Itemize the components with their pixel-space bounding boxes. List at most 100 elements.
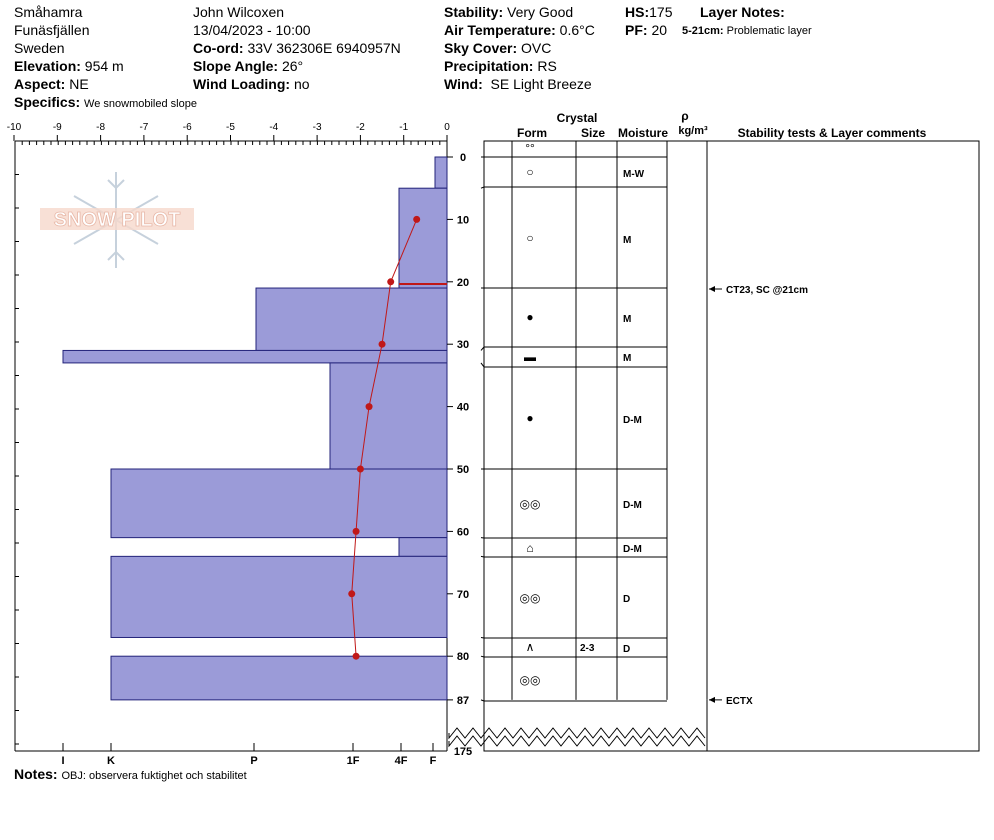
wind-field: Wind: SE Light Breeze <box>444 75 592 93</box>
header-crystal: Crystal <box>557 111 598 125</box>
notes-value: OBJ: observera fuktighet och stabilitet <box>61 770 247 782</box>
hardness-tick-label: 1F <box>347 755 360 767</box>
elevation-value: 954 m <box>84 58 124 74</box>
layer-notes-title: Layer Notes: <box>700 4 785 20</box>
location-name: Småhamra <box>14 4 83 20</box>
stability-test-label: CT23, SC @21cm <box>726 285 808 296</box>
moisture-label: M <box>623 235 631 246</box>
depth-tick-label: 70 <box>457 589 469 601</box>
observation-datetime: 13/04/2023 - 10:00 <box>193 22 311 38</box>
sky-field: Sky Cover: OVC <box>444 39 551 57</box>
aspect-value: NE <box>69 76 89 92</box>
layer-connector <box>480 362 485 368</box>
air-temp-field: Air Temperature: 0.6°C <box>444 21 595 39</box>
precip-value: RS <box>537 58 557 74</box>
grain-form-symbol: ∧ <box>526 640 535 654</box>
grain-form-symbol: ○ <box>526 165 533 179</box>
sky-value: OVC <box>521 40 552 56</box>
stability-label: Stability: <box>444 4 504 20</box>
layer-note: 5-21cm: Problematic layer <box>682 22 812 40</box>
slope-value: 26° <box>281 58 304 74</box>
temp-tick-label: -5 <box>226 122 235 133</box>
temp-tick-label: -9 <box>53 122 62 133</box>
temp-tick-label: -10 <box>7 122 22 133</box>
depth-tick-label: 40 <box>457 402 469 414</box>
temperature-profile-line <box>351 219 418 657</box>
precip-field: Precipitation: RS <box>444 57 557 75</box>
stability-field: Stability: Very Good <box>444 3 573 21</box>
temp-tick-label: -1 <box>399 122 408 133</box>
region-name: Funäsfjällen <box>14 22 90 38</box>
temperature-point <box>378 340 386 348</box>
moisture-label: D-M <box>623 415 642 426</box>
layer-table-frame <box>483 140 980 752</box>
temp-tick-label: -8 <box>96 122 105 133</box>
hs-value: 175 <box>649 4 673 20</box>
temp-tick-label: -2 <box>356 122 365 133</box>
layer-connector <box>480 346 485 351</box>
layer-connector <box>480 555 485 558</box>
temp-tick-label: 0 <box>444 122 450 133</box>
slope-field: Slope Angle: 26° <box>193 57 303 75</box>
elevation-field: Elevation: 954 m <box>14 57 124 75</box>
hardness-tick-label: K <box>107 755 115 767</box>
layer-connector <box>480 186 485 189</box>
stability-test-label: ECTX <box>726 696 753 707</box>
header-moisture: Moisture <box>618 126 668 140</box>
depth-tick-label: 60 <box>457 526 469 538</box>
depth-break-zigzag-upper <box>448 727 706 740</box>
temperature-point <box>352 527 360 535</box>
hardness-bar <box>255 287 448 351</box>
temp-tick-label: -6 <box>183 122 192 133</box>
temperature-point <box>352 652 360 660</box>
depth-tick-label: 87 <box>457 695 469 707</box>
temperature-point <box>365 403 373 411</box>
hardness-tick-label: 4F <box>395 755 408 767</box>
country-name: Sweden <box>14 40 65 56</box>
hardness-tick-label: F <box>430 755 437 767</box>
moisture-label: M <box>623 314 631 325</box>
grain-form-symbol: ◎◎ <box>520 673 541 687</box>
layer-connector <box>480 636 485 639</box>
hs-field: HS:175 <box>625 3 672 21</box>
hardness-bar <box>110 655 448 701</box>
grain-form-symbol: ▬ <box>524 350 536 364</box>
moisture-label: D-M <box>623 500 642 511</box>
specifics-label: Specifics: <box>14 94 81 110</box>
stability-test-arrowhead <box>709 696 715 703</box>
notes-field: Notes: OBJ: observera fuktighet och stab… <box>14 765 247 785</box>
depth-break-zigzag-lower <box>448 735 706 748</box>
layer-note-depth: 5-21cm: <box>682 25 724 37</box>
layer-note-text: Problematic layer <box>726 25 812 37</box>
depth-tick-label: 50 <box>457 464 469 476</box>
temperature-point <box>348 590 356 598</box>
hardness-bar <box>110 555 448 638</box>
grain-form-symbol: ◎◎ <box>520 497 541 511</box>
header-density-unit: kg/m³ <box>678 125 708 137</box>
temperature-point <box>356 465 364 473</box>
coord-field: Co-ord: 33V 362306E 6940957N <box>193 39 401 57</box>
wind-loading-field: Wind Loading: no <box>193 75 310 93</box>
depth-tick-label: 80 <box>457 651 469 663</box>
depth-tick-label: 10 <box>457 214 469 226</box>
specifics-field: Specifics: We snowmobiled slope <box>14 93 197 113</box>
header-form: Form <box>517 126 547 140</box>
moisture-label: M <box>623 353 631 364</box>
coord-value: 33V 362306E 6940957N <box>247 40 401 56</box>
notes-label: Notes: <box>14 766 58 782</box>
hardness-bar <box>398 187 448 289</box>
slope-label: Slope Angle: <box>193 58 279 74</box>
precip-label: Precipitation: <box>444 58 534 74</box>
grain-form-symbol: °° <box>525 141 535 155</box>
hardness-tick-label: P <box>250 755 257 767</box>
grain-form-symbol: ⌂ <box>526 541 533 555</box>
layer-connector <box>480 699 485 702</box>
wind-loading-value: no <box>293 76 310 92</box>
grain-form-symbol: ● <box>526 310 533 324</box>
hardness-tick-label: I <box>61 755 64 767</box>
aspect-label: Aspect: <box>14 76 66 92</box>
temp-tick-label: -7 <box>139 122 148 133</box>
aspect-field: Aspect: NE <box>14 75 89 93</box>
svg-text:SNOW PILOT: SNOW PILOT <box>54 209 181 231</box>
hardness-bar <box>110 468 448 539</box>
